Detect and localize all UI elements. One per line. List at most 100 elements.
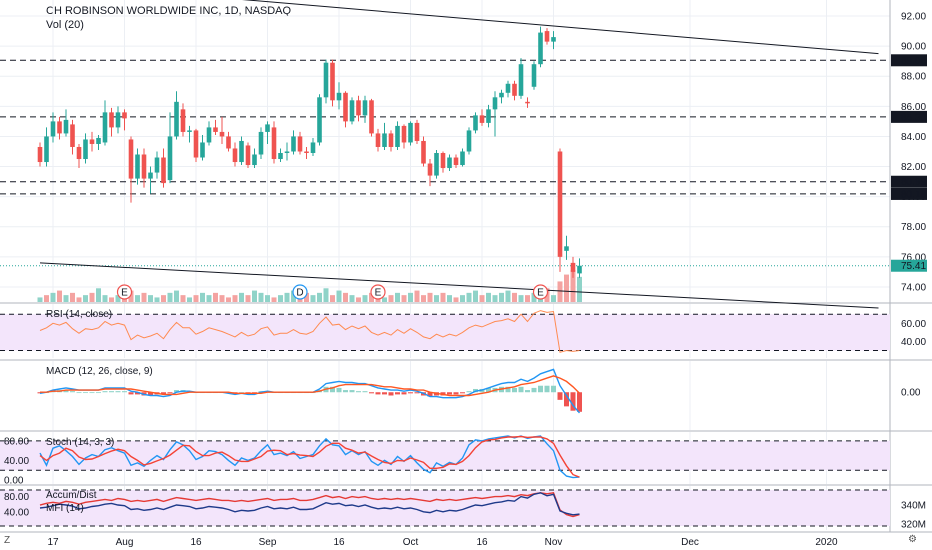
candle-body	[388, 133, 394, 147]
candle-body	[167, 136, 173, 181]
macd-histogram-bar	[388, 392, 394, 396]
volume-bar	[193, 295, 199, 302]
macd-histogram-bar	[122, 391, 127, 393]
volume-bar	[83, 295, 88, 302]
volume-bar	[180, 295, 186, 302]
volume-bar	[362, 295, 368, 302]
volume-bar	[310, 295, 316, 302]
volume-bar	[135, 295, 140, 302]
candle-body	[466, 130, 472, 152]
time-tick-label: 16	[476, 537, 488, 548]
volume-bar	[447, 295, 452, 302]
candle-body	[440, 153, 446, 169]
candle-body	[453, 157, 459, 166]
candle-body	[258, 131, 264, 155]
volume-bar	[388, 295, 394, 302]
candle-body	[102, 112, 108, 143]
macd-histogram-bar	[76, 392, 82, 394]
volume-bar	[434, 295, 439, 302]
candle-body	[414, 122, 420, 141]
volume-bar	[557, 281, 563, 302]
candle-body	[343, 92, 348, 122]
candle-body	[122, 112, 127, 119]
macd-histogram-bar	[577, 392, 582, 412]
candle-body	[382, 133, 387, 147]
volume-bar	[89, 292, 95, 302]
candle-body	[408, 122, 413, 143]
volume-bar	[460, 295, 465, 302]
event-marker: E	[532, 284, 549, 300]
candle-body	[395, 125, 400, 147]
candle-body	[570, 262, 576, 272]
candle-body	[538, 32, 543, 65]
volume-bar	[258, 292, 264, 302]
candle-body	[310, 142, 316, 153]
rsi-tick-label: 40.00	[901, 337, 926, 348]
volume-bar	[395, 292, 400, 302]
macd-histogram-bar	[102, 391, 108, 393]
macd-histogram-bar	[382, 392, 387, 395]
macd-histogram-bar	[369, 392, 374, 394]
candle-body	[427, 163, 433, 176]
volume-bar	[200, 292, 205, 302]
volume-bar	[96, 288, 101, 302]
candle-body	[317, 97, 322, 143]
volume-bar	[317, 292, 322, 302]
mfi-label: MFI (14)	[46, 503, 84, 514]
trendline	[241, 0, 879, 55]
macd-histogram-bar	[336, 387, 342, 393]
stoch-d-line	[39, 435, 580, 478]
time-tick-label: Aug	[116, 537, 134, 548]
settings-icon[interactable]: ⚙	[908, 534, 917, 545]
macd-histogram-bar	[343, 390, 348, 393]
macd-histogram-bar	[453, 392, 459, 395]
volume-bar	[57, 290, 62, 302]
volume-bar	[577, 276, 582, 302]
volume-bar	[343, 292, 348, 302]
macd-tick-label: 0.00	[901, 388, 921, 399]
volume-bar	[154, 297, 160, 302]
time-tick-label: Sep	[259, 537, 277, 548]
event-marker: E	[370, 284, 386, 300]
candle-body	[226, 136, 231, 149]
volume-bar	[50, 292, 56, 302]
candle-body	[531, 64, 537, 87]
candle-body	[278, 153, 283, 160]
volume-bar	[408, 292, 413, 302]
macd-histogram-bar	[512, 387, 517, 393]
macd-histogram-bar	[531, 387, 537, 393]
volume-bar	[427, 292, 433, 302]
event-marker-label: E	[375, 288, 382, 299]
volume-bar	[174, 290, 179, 302]
volume-bar	[232, 295, 238, 302]
volume-bar	[141, 292, 147, 302]
candle-body	[154, 157, 160, 173]
trendline	[39, 262, 879, 309]
macd-histogram-bar	[349, 390, 355, 393]
volume-bar	[70, 292, 75, 302]
volume-bar	[102, 295, 108, 302]
volume-bar	[323, 288, 329, 302]
volume-bar	[440, 292, 446, 302]
volume-bar	[187, 297, 192, 302]
signal-line	[40, 375, 580, 397]
candle-body	[486, 109, 491, 123]
level-tag-label: 80.99	[901, 177, 926, 188]
volume-bar	[421, 295, 426, 302]
macd-histogram-bar	[63, 390, 69, 393]
volume-bar	[401, 295, 407, 302]
volume-bar	[486, 292, 491, 302]
candle-body	[421, 140, 426, 164]
event-marker-circle	[116, 284, 133, 300]
timezone-button[interactable]: Z	[4, 535, 11, 546]
volume-bar	[44, 295, 49, 302]
macd-label: MACD (12, 26, close, 9)	[46, 366, 153, 377]
volume-bar	[453, 297, 459, 302]
volume-bar	[525, 295, 530, 302]
macd-histogram-bar	[375, 392, 381, 395]
volume-bar	[304, 292, 309, 302]
candle-body	[232, 148, 238, 163]
volume-bar	[109, 297, 114, 302]
volume-bar	[245, 295, 251, 302]
